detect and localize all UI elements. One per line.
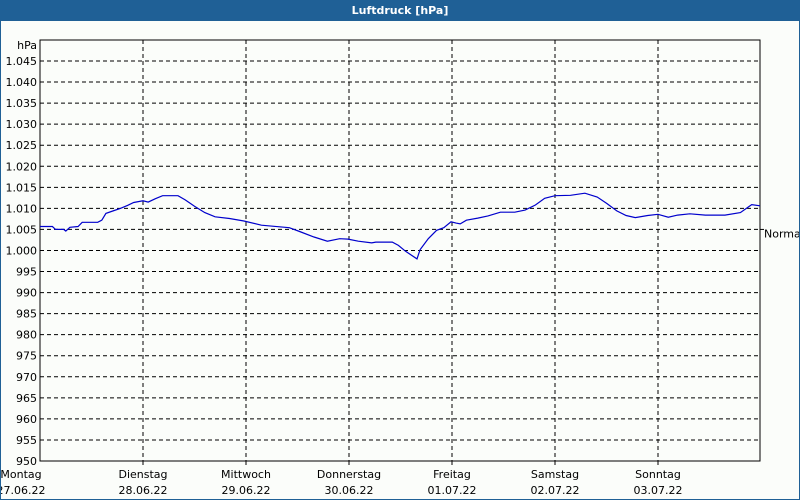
x-day-label: Freitag — [433, 468, 471, 481]
y-axis-unit-label: hPa — [17, 39, 37, 52]
y-tick-label: 990 — [16, 287, 37, 300]
chart-panel: 950 955 960 965 970 975 980 985 990 995 1.000 1.005… — [1, 21, 799, 499]
x-day-label: Dienstag — [118, 468, 167, 481]
x-date-label: 27.06.22 — [1, 484, 45, 497]
y-tick-label: 1.045 — [6, 55, 38, 68]
y-tick-label: 1.015 — [6, 181, 38, 194]
y-tick-label: 1.025 — [6, 139, 38, 152]
x-date-label: 02.07.22 — [531, 484, 580, 497]
y-tick-label: 985 — [16, 308, 37, 321]
x-day-label: Samstag — [531, 468, 579, 481]
y-tick-label: 975 — [16, 350, 37, 363]
x-day-label: Sonntag — [635, 468, 681, 481]
x-date-label: 29.06.22 — [222, 484, 271, 497]
x-date-label: 01.07.22 — [428, 484, 477, 497]
y-tick-label: 1.040 — [6, 76, 38, 89]
y-tick-label: 970 — [16, 371, 37, 384]
y-tick-label: 980 — [16, 329, 37, 342]
y-tick-label: 1.020 — [6, 160, 38, 173]
plot-frame — [39, 39, 761, 462]
x-date-label: 28.06.22 — [119, 484, 168, 497]
x-date-label: 30.06.22 — [325, 484, 374, 497]
pressure-line — [40, 192, 761, 260]
x-day-label: Montag — [1, 468, 42, 481]
y-tick-label: 960 — [16, 413, 37, 426]
line-chart: 950 955 960 965 970 975 980 985 990 995 1.000 1.005… — [1, 39, 799, 497]
y-tick-label: 1.005 — [6, 223, 38, 236]
x-day-label: Mittwoch — [221, 468, 271, 481]
y-tick-label: 955 — [16, 434, 37, 447]
y-tick-label: 950 — [16, 455, 37, 468]
y-tick-label: 1.035 — [6, 97, 38, 110]
y-tick-label: 1.000 — [6, 244, 38, 257]
y-tick-label: 1.010 — [6, 202, 38, 215]
y-tick-label: 965 — [16, 392, 37, 405]
y-tick-label: 995 — [16, 266, 37, 279]
normal-label: Normal — [764, 227, 799, 240]
x-date-label: 03.07.22 — [634, 484, 683, 497]
x-day-label: Donnerstag — [317, 468, 381, 481]
chart-title: Luftdruck [hPa] — [0, 0, 800, 21]
y-tick-label: 1.030 — [6, 118, 38, 131]
